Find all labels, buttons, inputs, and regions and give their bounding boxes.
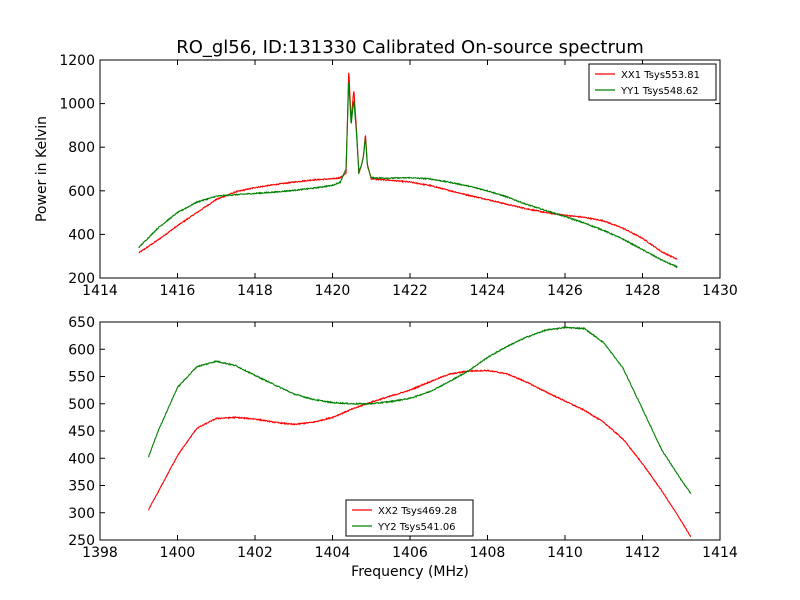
y-tick-label: 350: [68, 479, 95, 495]
y-tick-label: 550: [68, 370, 95, 386]
x-tick-label: 1404: [315, 545, 351, 561]
y-tick-label: 600: [68, 342, 95, 358]
legend-label-yy2: YY2 Tsys541.06: [377, 522, 456, 533]
series-line-yy2: [147, 326, 692, 494]
x-tick-label: 1418: [237, 283, 273, 299]
x-tick-label: 1398: [82, 545, 118, 561]
legend-label-xx1: XX1 Tsys553.81: [621, 70, 700, 81]
x-tick-label: 1408: [470, 545, 506, 561]
legend-label-xx2: XX2 Tsys469.28: [378, 506, 457, 517]
x-tick-label: 1410: [547, 545, 583, 561]
x-tick-label: 1414: [82, 283, 118, 299]
y-tick-label: 1200: [59, 53, 95, 69]
x-tick-label: 1430: [702, 283, 738, 299]
x-tick-label: 1400: [160, 545, 196, 561]
y-tick-label: 500: [68, 397, 95, 413]
y-axis-label: Power in Kelvin: [34, 116, 50, 222]
series-line-yy1: [138, 82, 678, 269]
legend-label-yy1: YY1 Tsys548.62: [620, 86, 699, 97]
chart-title: RO_gl56, ID:131330 Calibrated On-source …: [176, 37, 644, 58]
x-tick-label: 1414: [702, 545, 738, 561]
top-legend: XX1 Tsys553.81 YY1 Tsys548.62: [588, 63, 717, 101]
x-tick-label: 1420: [315, 283, 351, 299]
bottom-plot-area: 1398 1400 1402 1404 1406 1408 1410 1412 1414 250 3…: [68, 315, 738, 561]
x-tick-label: 1412: [625, 545, 661, 561]
y-tick-label: 1000: [59, 97, 95, 113]
y-tick-label: 300: [68, 506, 95, 522]
series-line-xx2: [147, 369, 692, 538]
legend-box: [588, 63, 717, 101]
y-tick-label: 600: [68, 184, 95, 200]
top-spectrum-panel: RO_gl56, ID:131330 Calibrated On-source …: [34, 37, 738, 299]
x-tick-label: 1426: [547, 283, 583, 299]
y-tick-label: 200: [68, 271, 95, 287]
x-tick-label: 1402: [237, 545, 273, 561]
x-tick-label: 1406: [392, 545, 428, 561]
y-tick-label: 650: [68, 315, 95, 331]
x-axis-label: Frequency (MHz): [351, 564, 469, 580]
y-tick-label: 400: [68, 227, 95, 243]
bottom-spectrum-panel: Frequency (MHz) 1398 1400 1402 1404 1406 1408…: [68, 315, 738, 580]
x-tick-label: 1416: [160, 283, 196, 299]
legend-box: [345, 499, 474, 537]
x-tick-label: 1428: [625, 283, 661, 299]
bottom-legend: XX2 Tsys469.28 YY2 Tsys541.06: [345, 499, 474, 537]
y-tick-label: 450: [68, 424, 95, 440]
x-tick-label: 1424: [470, 283, 506, 299]
y-tick-label: 800: [68, 140, 95, 156]
top-plot-area: 1414 1416 1418 1420 1422 1424 1426 1428 1430 200 4…: [59, 53, 737, 299]
y-tick-label: 250: [68, 533, 95, 549]
x-tick-label: 1422: [392, 283, 428, 299]
y-tick-label: 400: [68, 451, 95, 467]
